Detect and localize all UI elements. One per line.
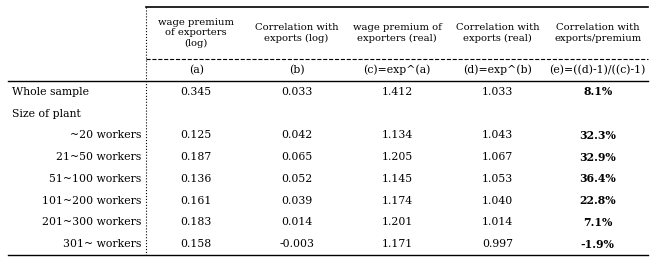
Text: 1.014: 1.014 bbox=[482, 217, 513, 228]
Text: 0.065: 0.065 bbox=[281, 152, 312, 162]
Text: 1.174: 1.174 bbox=[381, 196, 413, 206]
Text: (c)=exp^(a): (c)=exp^(a) bbox=[364, 65, 431, 75]
Text: 1.145: 1.145 bbox=[381, 174, 413, 184]
Text: (d)=exp^(b): (d)=exp^(b) bbox=[463, 65, 532, 75]
Text: 0.014: 0.014 bbox=[281, 217, 312, 228]
Text: 101~200 workers: 101~200 workers bbox=[42, 196, 141, 206]
Text: 0.183: 0.183 bbox=[181, 217, 212, 228]
Text: 32.9%: 32.9% bbox=[579, 152, 616, 162]
Text: 1.067: 1.067 bbox=[482, 152, 513, 162]
Text: 1.412: 1.412 bbox=[381, 87, 413, 97]
Text: 32.3%: 32.3% bbox=[579, 130, 616, 141]
Text: (a): (a) bbox=[189, 65, 203, 75]
Text: 0.052: 0.052 bbox=[281, 174, 312, 184]
Text: -1.9%: -1.9% bbox=[581, 239, 615, 250]
Text: 7.1%: 7.1% bbox=[583, 217, 613, 228]
Text: 201~300 workers: 201~300 workers bbox=[42, 217, 141, 228]
Text: 0.136: 0.136 bbox=[181, 174, 212, 184]
Text: 1.040: 1.040 bbox=[482, 196, 513, 206]
Text: 0.345: 0.345 bbox=[181, 87, 212, 97]
Text: 0.033: 0.033 bbox=[281, 87, 313, 97]
Text: 1.134: 1.134 bbox=[381, 130, 413, 140]
Text: Correlation with
exports (real): Correlation with exports (real) bbox=[456, 23, 539, 43]
Text: 0.158: 0.158 bbox=[181, 239, 212, 249]
Text: 0.042: 0.042 bbox=[281, 130, 312, 140]
Text: 22.8%: 22.8% bbox=[579, 195, 616, 206]
Text: Size of plant: Size of plant bbox=[12, 109, 80, 119]
Text: 0.161: 0.161 bbox=[181, 196, 212, 206]
Text: 0.125: 0.125 bbox=[181, 130, 212, 140]
Text: wage premium
of exporters
(log): wage premium of exporters (log) bbox=[158, 18, 234, 48]
Text: 36.4%: 36.4% bbox=[579, 173, 616, 184]
Text: 1.205: 1.205 bbox=[381, 152, 413, 162]
Text: (b): (b) bbox=[289, 65, 304, 75]
Text: 51~100 workers: 51~100 workers bbox=[49, 174, 141, 184]
Text: 1.053: 1.053 bbox=[482, 174, 513, 184]
Text: ~20 workers: ~20 workers bbox=[69, 130, 141, 140]
Text: 21~50 workers: 21~50 workers bbox=[56, 152, 141, 162]
Text: 8.1%: 8.1% bbox=[583, 86, 612, 98]
Text: 0.039: 0.039 bbox=[281, 196, 312, 206]
Text: -0.003: -0.003 bbox=[279, 239, 314, 249]
Text: wage premium of
exporters (real): wage premium of exporters (real) bbox=[353, 23, 441, 43]
Text: 1.171: 1.171 bbox=[381, 239, 413, 249]
Text: Correlation with
exports (log): Correlation with exports (log) bbox=[255, 23, 338, 43]
Text: Correlation with
exports/premium: Correlation with exports/premium bbox=[554, 23, 642, 43]
Text: Whole sample: Whole sample bbox=[12, 87, 89, 97]
Text: (e)=((d)-1)/((c)-1): (e)=((d)-1)/((c)-1) bbox=[549, 65, 646, 75]
Text: 1.043: 1.043 bbox=[482, 130, 513, 140]
Text: 0.997: 0.997 bbox=[482, 239, 513, 249]
Text: 1.201: 1.201 bbox=[381, 217, 413, 228]
Text: 1.033: 1.033 bbox=[482, 87, 513, 97]
Text: 0.187: 0.187 bbox=[181, 152, 212, 162]
Text: 301~ workers: 301~ workers bbox=[63, 239, 141, 249]
